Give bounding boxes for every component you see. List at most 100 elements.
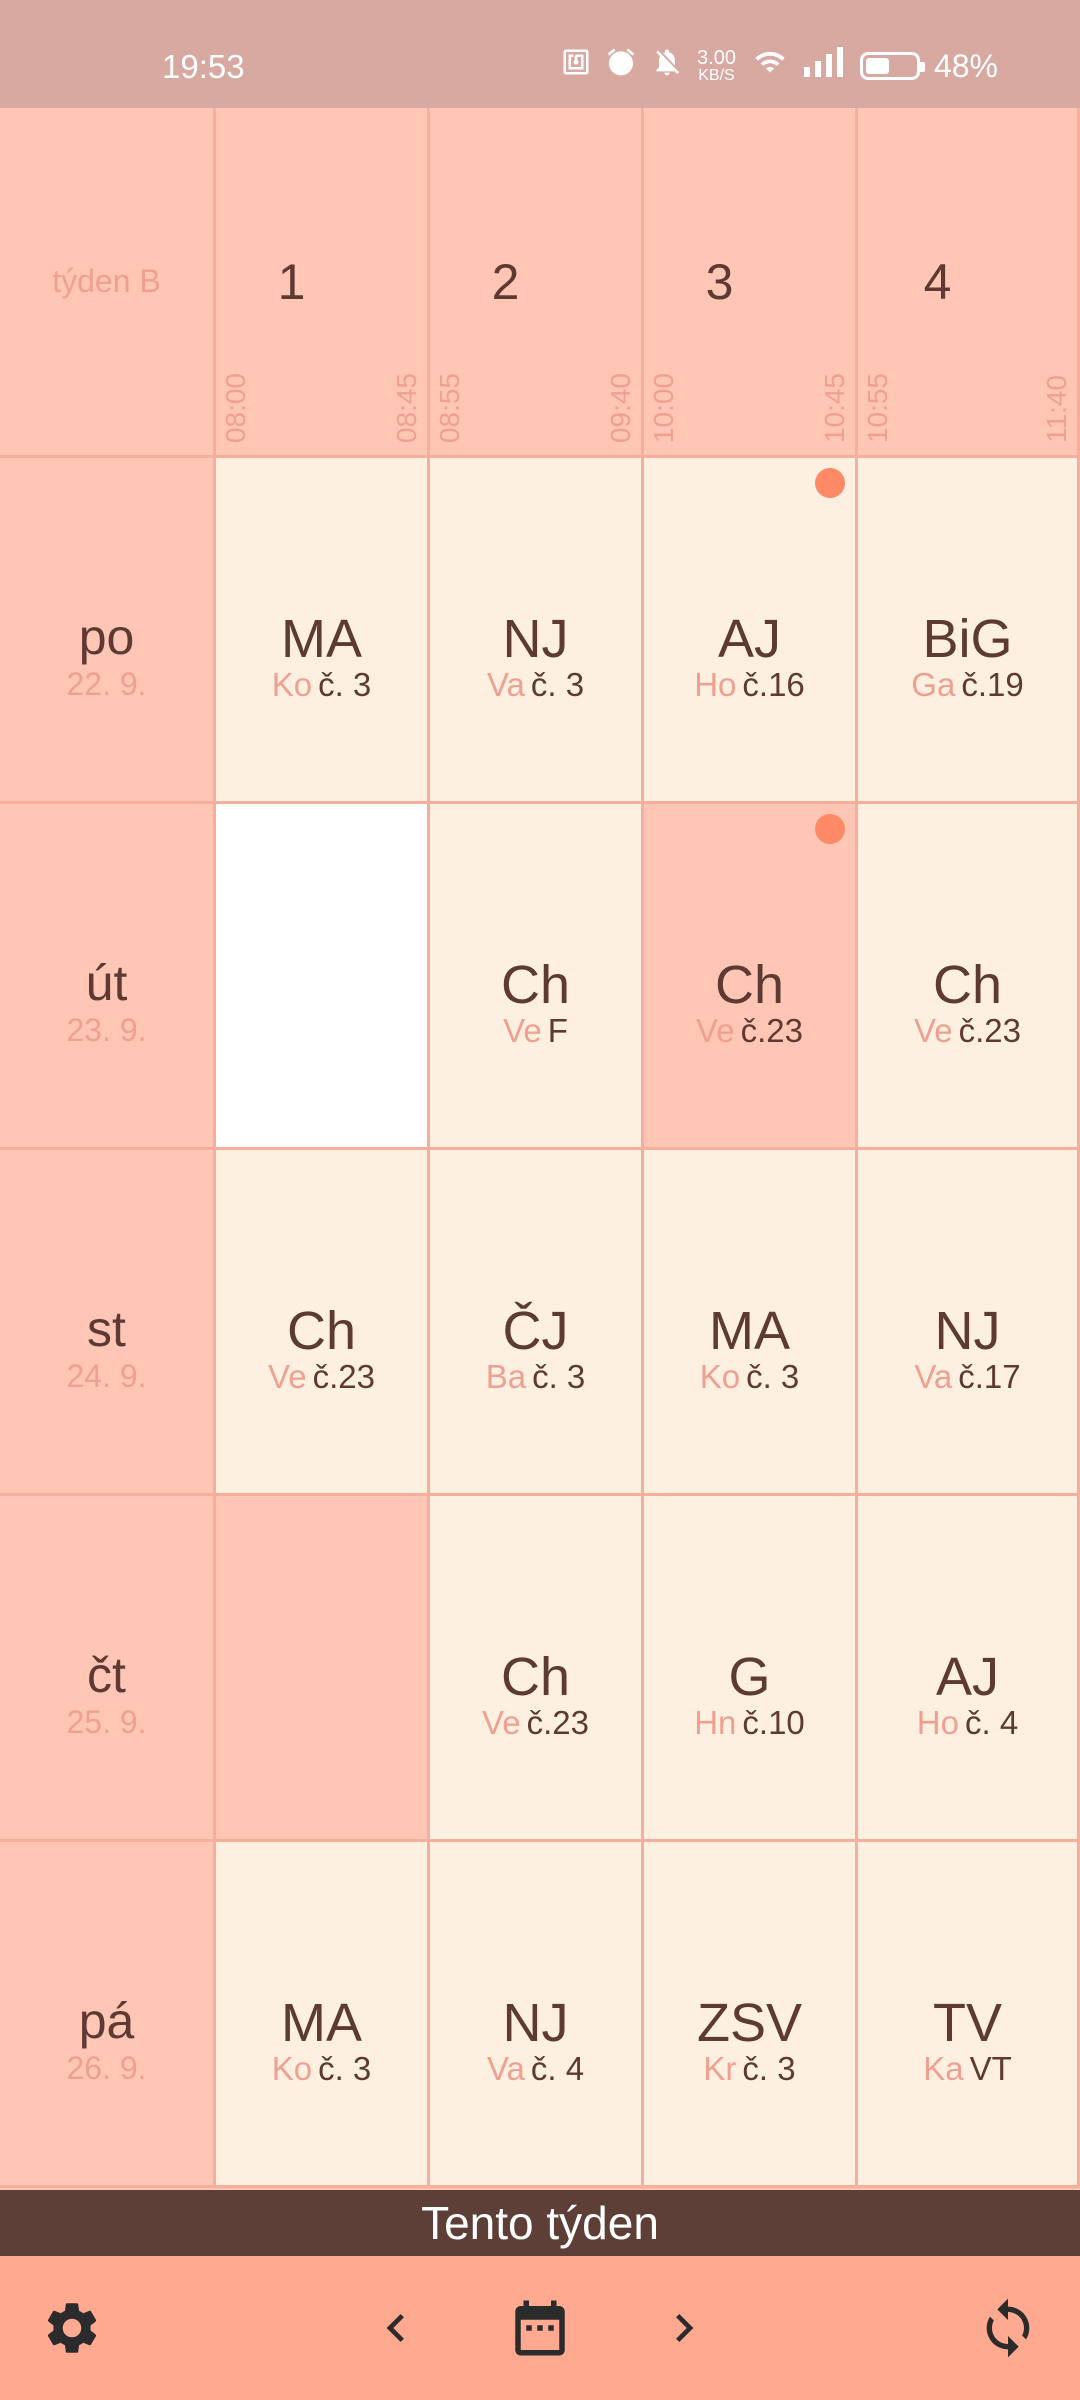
lesson-cell[interactable]: AJ Ho č. 4 — [858, 1496, 1080, 1842]
period-start-time: 08:55 — [434, 372, 465, 443]
lesson-details: Ko č. 3 — [644, 1358, 855, 1396]
lesson-cell[interactable]: NJ Va č. 4 — [430, 1842, 644, 2188]
day-label: st 24. 9. — [0, 1150, 216, 1496]
lesson-room: VT — [969, 2050, 1012, 2087]
lesson-room: č.23 — [958, 1012, 1021, 1049]
lesson-details: Ko č. 3 — [216, 2050, 427, 2088]
lesson-teacher: Ga — [911, 666, 956, 703]
nfc-icon — [561, 47, 591, 85]
lesson-teacher: Va — [914, 1358, 953, 1395]
lesson-cell[interactable]: NJ Va č. 3 — [430, 458, 644, 804]
lesson-room: č. 3 — [746, 1358, 800, 1395]
battery-level-fill — [865, 58, 889, 74]
period-number: 4 — [923, 254, 952, 310]
lesson-details: Va č. 3 — [430, 666, 641, 704]
lesson-cell[interactable] — [216, 804, 430, 1150]
lesson-details: Va č. 4 — [430, 2050, 641, 2088]
lesson-subject: NJ — [502, 609, 569, 669]
next-week-button[interactable] — [634, 2278, 734, 2378]
lesson-subject: Ch — [500, 955, 571, 1015]
lesson-subject: MA — [281, 1993, 362, 2053]
lesson-details: Va č.17 — [858, 1358, 1077, 1396]
lesson-subject: MA — [709, 1301, 790, 1361]
lesson-teacher: Ve — [503, 1012, 542, 1049]
lesson-teacher: Va — [486, 666, 525, 703]
lesson-subject: TV — [932, 1993, 1002, 2053]
lesson-cell[interactable]: BiG Ga č.19 — [858, 458, 1080, 804]
refresh-button[interactable] — [958, 2278, 1058, 2378]
lesson-details: Hn č.10 — [644, 1704, 855, 1742]
lesson-teacher: Ko — [271, 2050, 313, 2087]
wifi-icon — [750, 46, 790, 86]
period-end-time: 10:45 — [819, 372, 850, 443]
day-name: út — [85, 955, 128, 1011]
status-time: 19:53 — [162, 48, 245, 85]
lesson-cell[interactable]: Ch Ve č.23 — [858, 804, 1080, 1150]
lesson-cell[interactable]: MA Ko č. 3 — [216, 458, 430, 804]
lesson-room: č. 3 — [532, 1358, 586, 1395]
lesson-subject: ČJ — [502, 1301, 569, 1361]
lesson-subject: NJ — [502, 1993, 569, 2053]
period-header-3: 3 10:00 10:45 — [644, 108, 858, 458]
day-date: 26. 9. — [66, 2050, 147, 2086]
lesson-subject: MA — [281, 609, 362, 669]
lesson-cell[interactable]: Ch Ve č.23 — [216, 1150, 430, 1496]
lesson-subject: AJ — [717, 609, 782, 669]
lesson-subject: Ch — [500, 1647, 571, 1707]
lesson-details: Ko č. 3 — [216, 666, 427, 704]
lesson-cell[interactable]: ZSV Kr č. 3 — [644, 1842, 858, 2188]
week-label[interactable]: týden B — [0, 108, 216, 458]
lesson-teacher: Ho — [916, 1704, 959, 1741]
bell-off-icon — [651, 46, 683, 86]
lesson-room: č.23 — [740, 1012, 803, 1049]
day-label: pá 26. 9. — [0, 1842, 216, 2188]
lesson-cell[interactable]: TV Ka VT — [858, 1842, 1080, 2188]
lesson-teacher: Va — [486, 2050, 525, 2087]
lesson-subject: G — [728, 1647, 771, 1707]
period-number: 2 — [491, 254, 520, 310]
lesson-room: č. 3 — [318, 666, 372, 703]
lesson-subject: AJ — [935, 1647, 1000, 1707]
lesson-teacher: Ve — [696, 1012, 735, 1049]
lesson-room: č.17 — [958, 1358, 1021, 1395]
lesson-room: č. 3 — [318, 2050, 372, 2087]
lesson-details: Ga č.19 — [858, 666, 1077, 704]
lesson-subject: Ch — [932, 955, 1003, 1015]
alarm-icon — [605, 46, 637, 86]
lesson-teacher: Ko — [699, 1358, 741, 1395]
battery-percent: 48% — [933, 47, 998, 84]
lesson-cell[interactable]: MA Ko č. 3 — [216, 1842, 430, 2188]
period-end-time: 09:40 — [605, 372, 636, 443]
period-header-2: 2 08:55 09:40 — [430, 108, 644, 458]
lesson-cell[interactable]: NJ Va č.17 — [858, 1150, 1080, 1496]
lesson-cell[interactable] — [216, 1496, 430, 1842]
day-name: čt — [87, 1647, 126, 1703]
chevron-left-icon — [386, 2314, 404, 2342]
previous-week-button[interactable] — [346, 2278, 446, 2378]
lesson-teacher: Ho — [694, 666, 737, 703]
lesson-cell[interactable]: AJ Ho č.16 — [644, 458, 858, 804]
refresh-icon — [986, 2298, 1030, 2358]
day-date: 25. 9. — [66, 1704, 147, 1740]
lesson-subject: BiG — [922, 609, 1013, 669]
lesson-cell[interactable]: G Hn č.10 — [644, 1496, 858, 1842]
period-number: 1 — [277, 254, 306, 310]
day-label: po 22. 9. — [0, 458, 216, 804]
lesson-subject: ZSV — [696, 1993, 803, 2053]
timetable-grid: týden B 1 08:00 08:45 2 08:55 09:40 3 10:00 10:4… — [0, 108, 1080, 2190]
lesson-cell[interactable]: Ch Ve F — [430, 804, 644, 1150]
lesson-details: Ho č. 4 — [858, 1704, 1077, 1742]
lesson-details: Ba č. 3 — [430, 1358, 641, 1396]
lesson-room: č. 4 — [530, 2050, 585, 2087]
day-date: 23. 9. — [66, 1012, 147, 1048]
lesson-cell[interactable]: Ch Ve č.23 — [644, 804, 858, 1150]
net-speed: 3.00 KB/S — [697, 48, 736, 84]
calendar-button[interactable] — [490, 2278, 590, 2378]
net-speed-unit: KB/S — [698, 67, 735, 84]
lesson-cell[interactable]: MA Ko č. 3 — [644, 1150, 858, 1496]
period-number: 3 — [705, 254, 734, 310]
lesson-cell[interactable]: Ch Ve č.23 — [430, 1496, 644, 1842]
lesson-cell[interactable]: ČJ Ba č. 3 — [430, 1150, 644, 1496]
settings-button[interactable] — [22, 2278, 122, 2378]
period-header-4: 4 10:55 11:40 — [858, 108, 1080, 458]
